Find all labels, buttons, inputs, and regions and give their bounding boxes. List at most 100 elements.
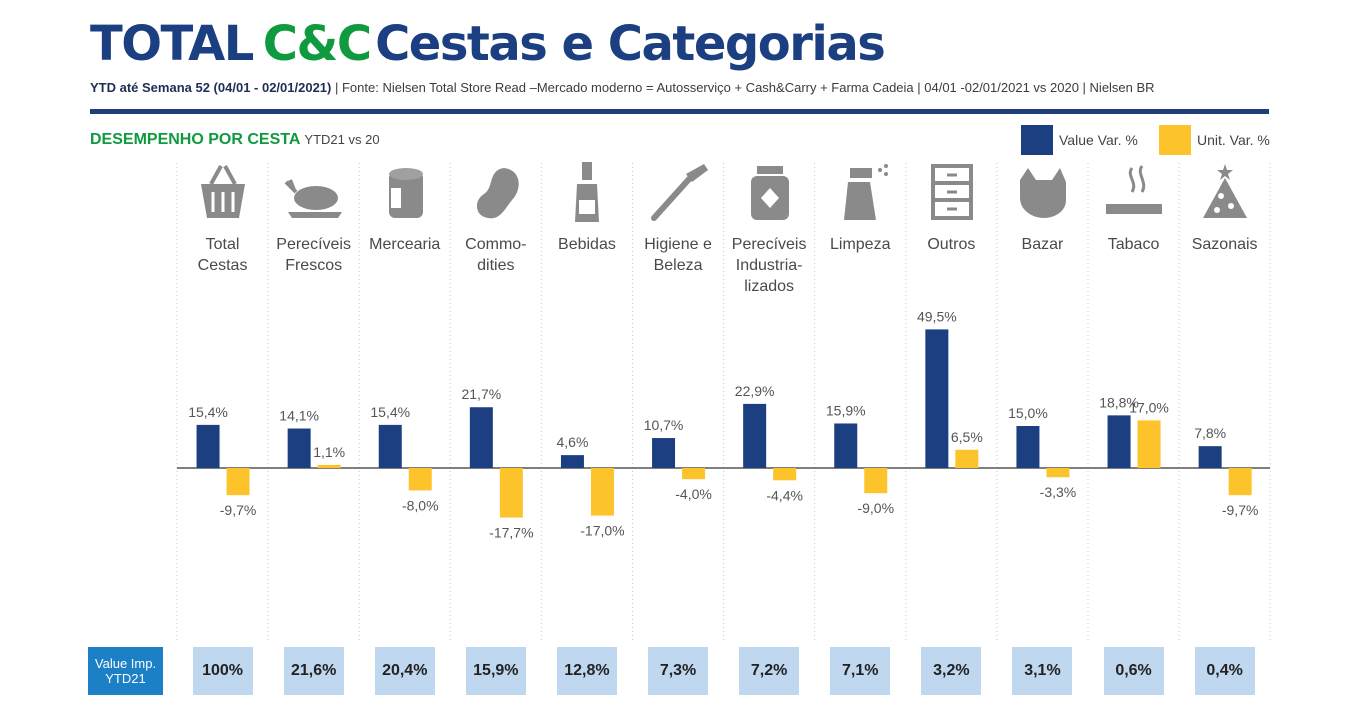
value-var-bar: [925, 329, 949, 468]
unit-var-label: -9,7%: [220, 502, 257, 518]
section-title: DESEMPENHO POR CESTA YTD21 vs 20: [90, 131, 380, 149]
chicken-icon: [269, 160, 359, 230]
unit-var-bar: [499, 468, 523, 518]
unit-var-bar: [590, 468, 614, 516]
unit-var-label: 6,5%: [951, 429, 983, 445]
title-cc: C&C: [262, 16, 372, 72]
value-imp-cell: 100%: [192, 647, 253, 695]
section-period: YTD21 vs 20: [304, 132, 380, 147]
legend-unit: Unit. Var. %: [1159, 125, 1270, 155]
category-label: Perecíveis Industria-lizados: [731, 236, 807, 295]
subtitle-source: | Fonte: Nielsen Total Store Read –Merca…: [331, 80, 1155, 95]
category-label: Higiene e Beleza: [644, 236, 712, 274]
value-imp-cell: 0,4%: [1194, 647, 1255, 695]
value-imp-cell: 7,1%: [830, 647, 891, 695]
unit-var-label: -17,7%: [489, 525, 533, 541]
category-label: Commo-dities: [465, 236, 527, 274]
unit-var-bar: [955, 449, 979, 468]
category-label: Outros: [927, 236, 976, 253]
value-var-bar: [834, 423, 858, 468]
value-var-bar: [1107, 415, 1131, 468]
value-var-bar: [1016, 426, 1040, 468]
toothbrush-icon: [633, 160, 723, 230]
jar-icon: [724, 160, 814, 230]
unit-var-label: -17,0%: [580, 523, 624, 539]
value-imp-cell: 15,9%: [465, 647, 526, 695]
section-heading: DESEMPENHO POR CESTA: [90, 131, 301, 148]
cigarette-icon: [1089, 160, 1179, 230]
value-imp-cell: 3,1%: [1012, 647, 1073, 695]
category-label: Bebidas: [558, 236, 616, 253]
value-var-bar: [469, 407, 493, 468]
value-var-bar: [196, 424, 220, 468]
value-var-label: 4,6%: [556, 434, 588, 450]
value-var-label: 15,4%: [370, 404, 410, 420]
value-var-label: 10,7%: [644, 417, 684, 433]
unit-var-label: -8,0%: [402, 497, 439, 513]
unit-var-label: -9,0%: [857, 500, 894, 516]
unit-var-bar: [1137, 420, 1161, 468]
dog-icon: [997, 160, 1087, 230]
subtitle-period: YTD até Semana 52 (04/01 - 02/01/2021): [90, 80, 332, 95]
unit-var-label: -3,3%: [1040, 484, 1077, 500]
tree-icon: [1180, 160, 1270, 230]
legend-value-swatch: [1021, 125, 1053, 155]
unit-var-label: 17,0%: [1129, 399, 1169, 415]
value-imp-label-line1: Value Imp.: [94, 656, 157, 671]
category-label: Tabaco: [1107, 236, 1160, 253]
unit-var-bar: [226, 468, 250, 496]
value-var-label: 15,0%: [1008, 405, 1048, 421]
legend-unit-swatch: [1159, 125, 1191, 155]
value-var-label: 49,5%: [917, 308, 957, 324]
value-imp-cell: 7,3%: [648, 647, 709, 695]
spray-icon: [815, 160, 905, 230]
basket-icon: [178, 160, 268, 230]
value-var-label: 15,9%: [826, 402, 866, 418]
value-var-label: 18,8%: [1099, 394, 1139, 410]
value-var-bar: [287, 428, 311, 468]
value-imp-cell: 20,4%: [374, 647, 435, 695]
value-imp-cell: 3,2%: [921, 647, 982, 695]
legend-unit-label: Unit. Var. %: [1197, 132, 1270, 148]
value-var-bar: [1198, 446, 1222, 468]
unit-var-bar: [1228, 468, 1252, 496]
legend-value: Value Var. %: [1021, 125, 1138, 155]
legend-value-label: Value Var. %: [1059, 132, 1138, 148]
value-imp-cell: 12,8%: [556, 647, 617, 695]
unit-var-bar: [408, 468, 432, 491]
title-total: TOTAL: [90, 16, 254, 72]
category-label: Perecíveis Frescos: [276, 236, 351, 274]
value-imp-cell: 7,2%: [739, 647, 800, 695]
page-title: TOTAL C&C Cestas e Categorias: [90, 14, 886, 74]
unit-var-label: -9,7%: [1222, 502, 1259, 518]
title-cestas: Cestas e Categorias: [375, 16, 886, 72]
value-var-label: 7,8%: [1194, 425, 1226, 441]
unit-var-bar: [773, 468, 797, 481]
value-var-bar: [652, 438, 676, 468]
subtitle: YTD até Semana 52 (04/01 - 02/01/2021) |…: [90, 80, 1155, 95]
value-imp-cell: 0,6%: [1103, 647, 1164, 695]
unit-var-label: -4,4%: [766, 487, 803, 503]
value-var-bar: [743, 403, 767, 468]
header-rule: [90, 109, 1269, 114]
value-imp-label-line2: YTD21: [105, 671, 146, 686]
bean-icon: [451, 160, 541, 230]
unit-var-label: 1,1%: [313, 444, 345, 460]
category-label: Limpeza: [830, 236, 891, 253]
bottle-icon: [542, 160, 632, 230]
category-label: Mercearia: [369, 236, 441, 253]
value-var-bar: [560, 455, 584, 468]
value-var-label: 15,4%: [188, 404, 228, 420]
drawers-icon: [906, 160, 996, 230]
unit-var-bar: [864, 468, 888, 494]
can-icon: [360, 160, 450, 230]
value-var-bar: [378, 424, 402, 468]
unit-var-bar: [682, 468, 706, 480]
category-label: Bazar: [1021, 236, 1064, 253]
value-imp-label: Value Imp. YTD21: [88, 647, 163, 695]
value-imp-cell: 21,6%: [283, 647, 344, 695]
unit-var-bar: [317, 464, 341, 468]
unit-var-bar: [1046, 468, 1070, 478]
value-var-label: 22,9%: [735, 383, 775, 399]
